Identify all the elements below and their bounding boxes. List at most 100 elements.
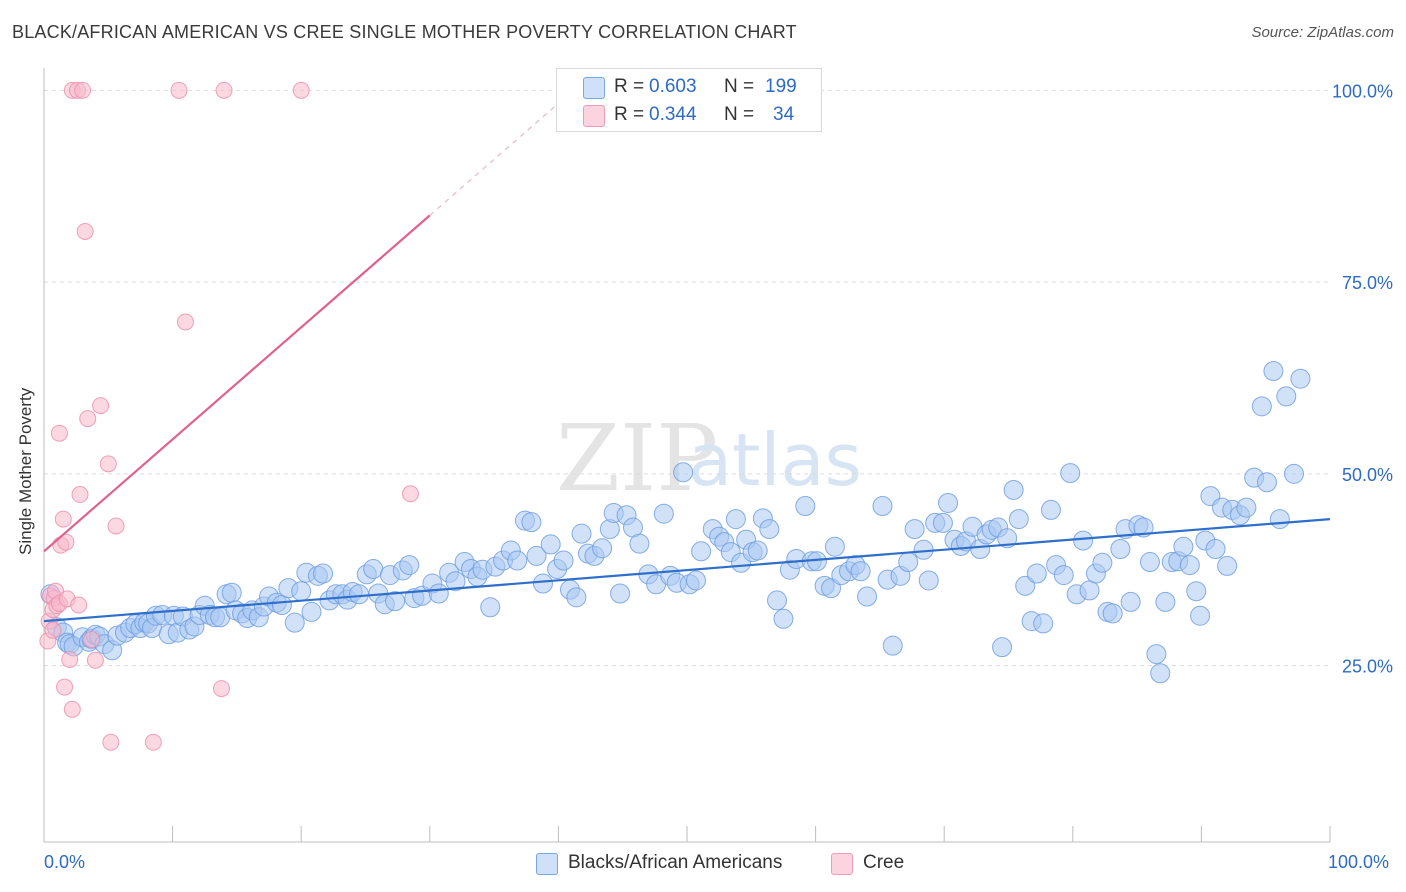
point-blacks [1040,499,1061,520]
y-tick-label: 100.0% [1332,81,1393,101]
point-blacks [850,561,871,582]
correlation-legend: R = 0.603 N = 199 R = 0.344 N = 34 [556,68,822,132]
point-cree [170,81,188,99]
point-blacks [553,550,574,571]
point-blacks [1110,539,1131,560]
point-blacks [284,612,305,633]
point-blacks [610,583,631,604]
y-tick-label: 50.0% [1342,465,1393,485]
point-blacks [1256,472,1277,493]
point-blacks [428,583,449,604]
n-value: 34 [773,104,795,125]
point-blacks [1133,517,1154,538]
point-blacks [918,570,939,591]
point-blacks [872,496,893,517]
n-value: 199 [765,76,797,97]
source-attribution: Source: ZipAtlas.com [1251,24,1394,41]
point-cree [74,81,92,99]
r-label: R = [614,76,645,97]
point-cree [54,510,72,528]
n-label: N = [724,76,755,97]
point-blacks [349,584,370,605]
point-cree [70,596,88,614]
point-cree [44,621,62,639]
chart-title: BLACK/AFRICAN AMERICAN VS CREE SINGLE MO… [12,22,797,42]
point-blacks [1155,591,1176,612]
r-value: 0.603 [649,76,697,97]
point-blacks [824,536,845,557]
point-cree [61,650,79,668]
point-blacks [1263,361,1284,382]
point-blacks [773,608,794,629]
trendline-cree [43,214,431,553]
point-blacks [932,512,953,533]
legend-swatch-pink [831,853,853,875]
point-blacks [221,582,242,603]
point-blacks [480,597,501,618]
point-blacks [363,558,384,579]
point-cree [144,733,162,751]
point-blacks [521,512,542,533]
point-blacks [301,601,322,622]
point-blacks [898,552,919,573]
point-cree [63,700,81,718]
point-blacks [691,541,712,562]
legend-label-cree: Cree [863,852,905,873]
point-cree [99,455,117,473]
r-value: 0.344 [649,104,697,125]
point-cree [292,81,310,99]
watermark-zip: ZIP [556,405,718,512]
point-blacks [1060,463,1081,484]
point-blacks [673,462,694,483]
point-blacks [399,555,420,576]
point-blacks [532,573,553,594]
legend-row-blacks: R = 0.603 N = 199 [557,73,821,101]
point-blacks [725,509,746,530]
point-blacks [1053,565,1074,586]
point-blacks [1120,591,1141,612]
r-label: R = [614,104,645,125]
point-blacks [507,550,528,571]
point-blacks [271,594,292,615]
point-blacks [653,503,674,524]
point-blacks [540,534,561,555]
point-cree [76,222,94,240]
point-cree [107,517,125,535]
n-label: N = [724,104,755,125]
point-cree [71,486,89,504]
point-blacks [313,563,334,584]
point-blacks [1102,603,1123,624]
point-blacks [904,519,925,540]
point-blacks [1146,644,1167,665]
point-blacks [385,591,406,612]
point-blacks [747,540,768,561]
point-blacks [1236,497,1257,518]
point-blacks [1015,575,1036,596]
point-cree [79,410,97,428]
point-blacks [1079,580,1100,601]
point-blacks [686,570,707,591]
trendline-cree-extension [429,102,559,216]
legend-swatch-blue [536,853,558,875]
point-blacks [1173,536,1194,557]
point-cree [176,313,194,331]
point-blacks [1276,386,1297,407]
point-blacks [1008,509,1029,530]
point-blacks [526,545,547,566]
point-blacks [1290,368,1311,389]
x-tick-0: 0.0% [44,852,86,872]
point-blacks [1205,539,1226,560]
point-blacks [1003,479,1024,500]
point-blacks [759,519,780,540]
point-blacks [1186,581,1207,602]
watermark-atlas: atlas [688,418,862,502]
point-blacks [1179,555,1200,576]
point-blacks [997,528,1018,549]
point-blacks [795,496,816,517]
point-cree [402,485,420,503]
point-blacks [1269,509,1290,530]
legend-row-cree: R = 0.344 N = 34 [557,101,821,129]
legend-swatch-pink [583,105,605,127]
point-blacks [1073,530,1094,551]
